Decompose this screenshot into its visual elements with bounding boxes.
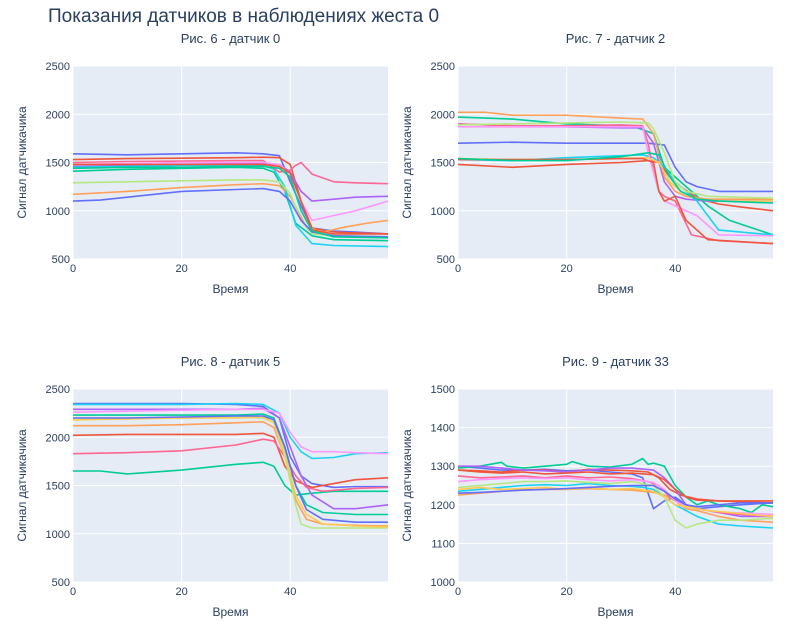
y-tick-label: 1100 [431, 538, 455, 550]
x-axis-title: Время [212, 282, 248, 296]
series-line-1 [73, 402, 388, 489]
x-tick-label: 0 [70, 586, 76, 598]
series-line-11 [73, 163, 388, 235]
series-line-6 [73, 402, 389, 460]
y-axis-title: Сигнал датчикачика [400, 106, 414, 219]
series-line-8 [72, 179, 389, 238]
series-line-2 [72, 432, 389, 489]
subplot-title: Рис. 9 - датчик 33 [562, 354, 669, 369]
series-line-10 [72, 416, 389, 528]
chart-panel-1: 500 1000 1500 2000 2500 0 20 40 Рис. 6 - датчик … [15, 31, 389, 296]
y-tick-label: 1500 [431, 158, 455, 170]
series-line-12 [73, 415, 388, 524]
x-tick-label: 40 [284, 263, 296, 275]
y-axis-title: Сигнал датчикачика [15, 106, 29, 219]
series-line-3 [457, 457, 774, 514]
chart-panel-3: 500 1000 1500 2000 2500 0 20 40 Рис. 8 - датчик … [15, 354, 389, 619]
y-tick-label: 1500 [46, 158, 70, 170]
series-line-7 [72, 159, 389, 185]
series-line-11 [457, 469, 774, 504]
series-line-2 [72, 156, 389, 235]
main-title: Показания датчиков в наблюдениях жеста 0 [48, 6, 440, 27]
y-tick-label: 2500 [431, 61, 455, 73]
series-line-11 [458, 157, 774, 245]
y-tick-label: 2500 [46, 384, 70, 396]
chart-panel-4: 1000 1100 1200 1300 1400 1500 0 20 40 Рис. 9 - да… [400, 354, 774, 619]
y-tick-label: 2000 [431, 109, 455, 121]
series-line-7 [72, 438, 389, 493]
y-axis-title: Сигнал датчикачика [400, 429, 414, 542]
series-line-10 [457, 486, 774, 518]
y-tick-label: 500 [437, 254, 455, 266]
y-tick-label: 1000 [46, 206, 70, 218]
y-tick-label: 2000 [46, 109, 70, 121]
y-tick-label: 1000 [46, 529, 70, 541]
series-line-9 [72, 408, 389, 455]
x-tick-label: 20 [175, 263, 187, 275]
series-line-6 [72, 164, 389, 248]
y-tick-label: 1500 [46, 481, 70, 493]
series-line-8 [457, 480, 774, 529]
y-tick-label: 1000 [431, 206, 455, 218]
y-tick-label: 500 [52, 254, 70, 266]
series-line-5 [72, 182, 389, 233]
x-axis-title: Время [597, 282, 633, 296]
x-axis-title: Время [212, 605, 248, 619]
y-axis-title: Сигнал датчикачика [15, 429, 29, 542]
x-tick-label: 20 [560, 263, 572, 275]
series-line-1 [457, 141, 773, 193]
y-tick-label: 2500 [46, 61, 70, 73]
x-tick-label: 20 [560, 586, 572, 598]
chart-panel-2: 500 1000 1500 2000 2500 0 20 40 Рис. 7 - датчик … [400, 31, 774, 296]
series-line-9 [458, 126, 774, 237]
series-line-12 [457, 484, 773, 508]
x-tick-label: 20 [175, 586, 187, 598]
y-tick-label: 1500 [431, 384, 455, 396]
x-tick-label: 40 [284, 586, 296, 598]
x-tick-label: 40 [669, 263, 681, 275]
series-line-3 [72, 166, 389, 242]
x-tick-label: 40 [669, 586, 681, 598]
y-tick-label: 1300 [431, 461, 455, 473]
x-tick-label: 0 [455, 586, 461, 598]
series-line-4 [73, 407, 389, 510]
y-tick-label: 1400 [431, 423, 455, 435]
subplot-title: Рис. 6 - датчик 0 [181, 31, 281, 46]
subplot-title: Рис. 7 - датчик 2 [566, 31, 666, 46]
y-tick-label: 1200 [431, 500, 455, 512]
series-line-3 [73, 461, 388, 496]
subplot-title: Рис. 8 - датчик 5 [181, 354, 281, 369]
x-tick-label: 0 [70, 263, 76, 275]
series-line-8 [457, 121, 774, 199]
series-line-5 [458, 111, 773, 200]
x-axis-title: Время [597, 605, 633, 619]
y-tick-label: 500 [52, 577, 70, 589]
y-tick-label: 1000 [431, 577, 455, 589]
series-line-12 [457, 152, 774, 204]
y-tick-label: 2000 [46, 432, 70, 444]
series-line-2 [457, 159, 774, 212]
x-tick-label: 0 [455, 263, 461, 275]
series-line-12 [72, 165, 389, 239]
